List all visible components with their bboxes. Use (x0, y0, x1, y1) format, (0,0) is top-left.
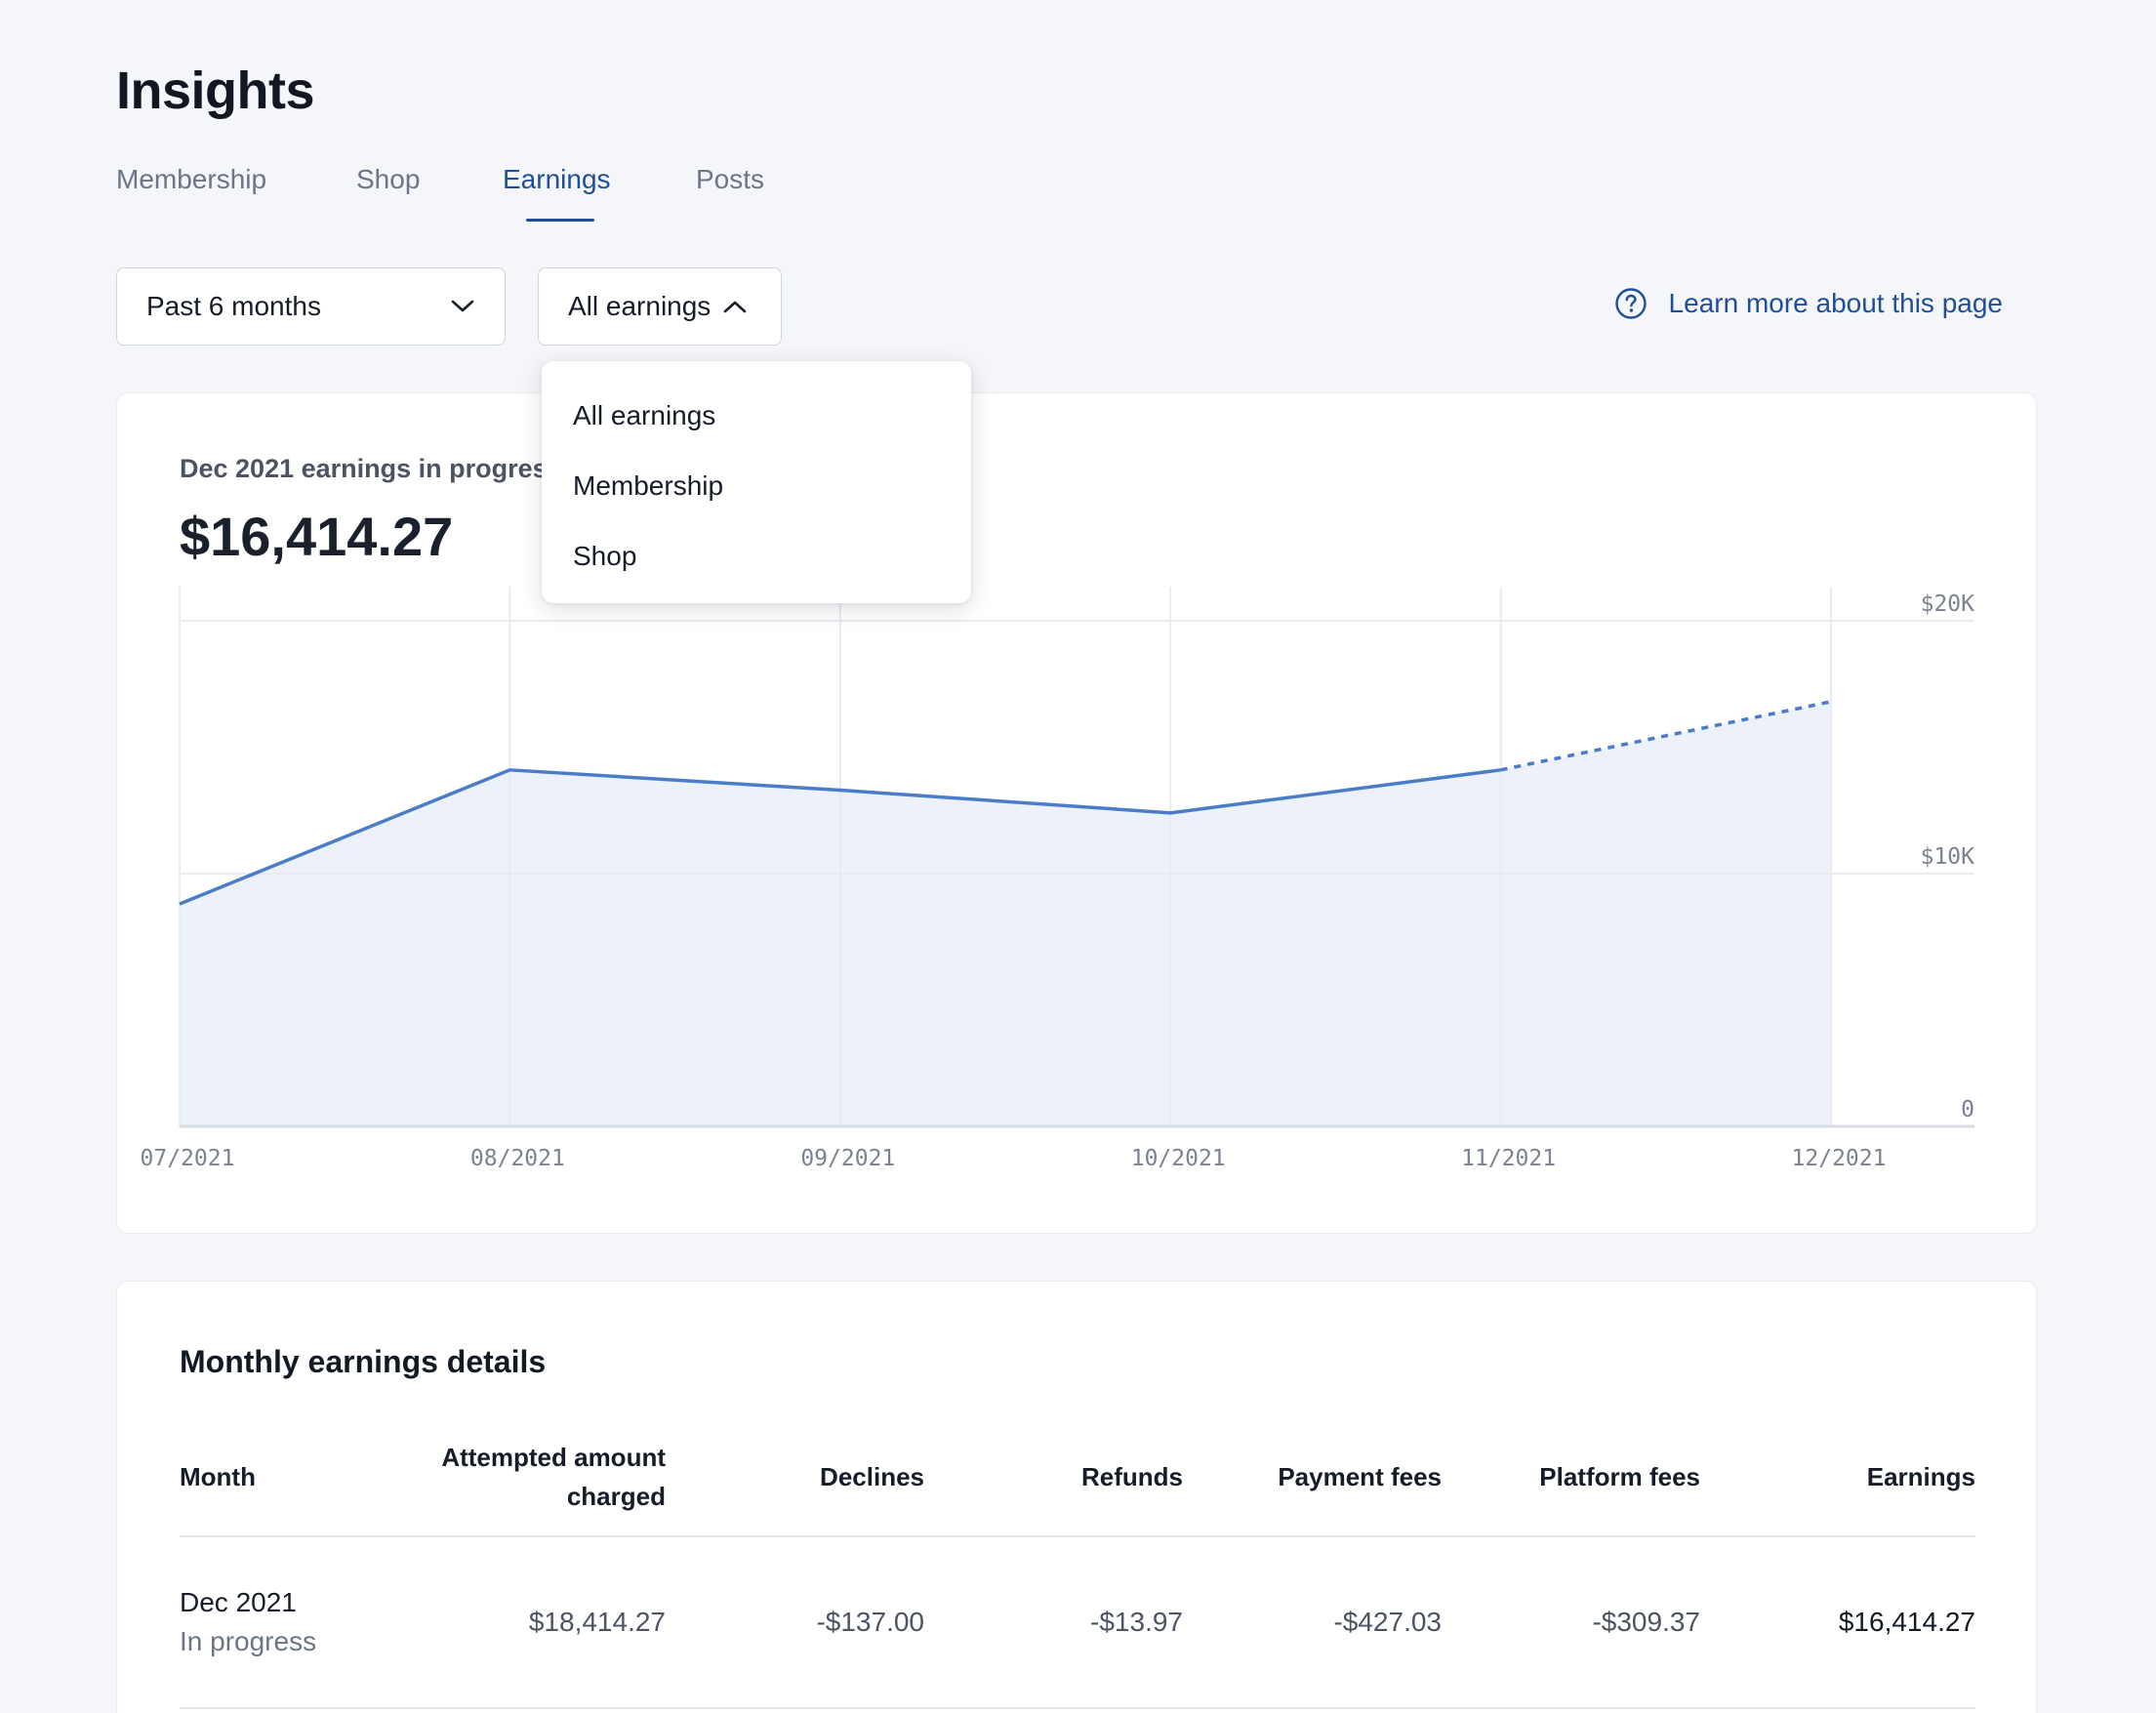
series-line (179, 768, 1501, 906)
table-title: Monthly earnings details (180, 1344, 547, 1379)
earnings-caption: Dec 2021 earnings in progress (180, 454, 562, 483)
column-header-earnings: Earnings (1700, 1438, 1975, 1537)
period-select[interactable]: Past 6 months (116, 267, 506, 346)
cell-declines: -$137.00 (666, 1536, 924, 1709)
y-tick-label: 0 (1961, 1097, 1974, 1122)
tab-membership[interactable]: Membership (116, 164, 267, 194)
y-tick-label: $10K (1921, 844, 1975, 870)
column-header-attempted: Attempted amount charged (404, 1438, 666, 1537)
chart-area (180, 701, 1831, 1126)
earnings-table: Month Attempted amount charged Declines … (180, 1438, 1975, 1709)
page-title: Insights (116, 61, 315, 120)
series-line-projected (1500, 700, 1832, 772)
cell-attempted: $18,414.27 (404, 1536, 666, 1709)
dropdown-option-shop[interactable]: Shop (573, 541, 637, 571)
column-header-declines: Declines (666, 1438, 924, 1537)
cell-earnings: $16,414.27 (1700, 1536, 1975, 1709)
cell-payment-fees: -$427.03 (1183, 1536, 1442, 1709)
tab-shop[interactable]: Shop (356, 164, 421, 194)
table-header-row: Month Attempted amount charged Declines … (180, 1438, 1975, 1537)
tab-earnings[interactable]: Earnings (503, 164, 611, 194)
learn-more-link[interactable]: Learn more about this page (1614, 287, 2003, 320)
x-tick-label: 11/2021 (1461, 1146, 1556, 1171)
active-tab-indicator (526, 219, 594, 222)
month-label: Dec 2021 (180, 1587, 297, 1617)
x-tick-label: 09/2021 (800, 1146, 895, 1171)
x-tick-label: 12/2021 (1792, 1146, 1887, 1171)
earnings-type-select[interactable]: All earnings (538, 267, 782, 346)
x-tick-label: 08/2021 (470, 1146, 565, 1171)
earnings-type-dropdown: All earnings Membership Shop (542, 361, 971, 603)
earnings-type-select-value: All earnings (568, 291, 712, 321)
earnings-amount: $16,414.27 (180, 506, 454, 567)
dropdown-option-membership[interactable]: Membership (573, 470, 724, 501)
monthly-details-card: Monthly earnings details Month Attempted… (116, 1281, 2037, 1713)
column-header-refunds: Refunds (924, 1438, 1183, 1537)
learn-more-label: Learn more about this page (1668, 288, 2003, 318)
chevron-up-icon (722, 299, 748, 314)
x-tick-label: 10/2021 (1131, 1146, 1226, 1171)
cell-refunds: -$13.97 (924, 1536, 1183, 1709)
cell-platform-fees: -$309.37 (1442, 1536, 1700, 1709)
tab-posts[interactable]: Posts (696, 164, 765, 194)
column-header-month: Month (180, 1438, 404, 1537)
period-select-value: Past 6 months (146, 291, 321, 321)
cell-month: Dec 2021 In progress (180, 1536, 404, 1709)
month-status: In progress (180, 1626, 317, 1656)
column-header-platform-fees: Platform fees (1442, 1438, 1700, 1537)
earnings-chart-card: Dec 2021 earnings in progress $16,414.27… (116, 392, 2037, 1234)
earnings-chart: 0 $10K $20K 07/2021 08/2021 09/2021 10/2021 11/… (141, 587, 1975, 1171)
x-tick-label: 07/2021 (141, 1146, 235, 1171)
help-circle-icon (1614, 287, 1648, 320)
dropdown-option-all-earnings[interactable]: All earnings (573, 400, 716, 430)
y-tick-label: $20K (1921, 591, 1975, 617)
column-header-payment-fees: Payment fees (1183, 1438, 1442, 1537)
table-row: Dec 2021 In progress $18,414.27 -$137.00… (180, 1536, 1975, 1709)
chevron-down-icon (450, 299, 475, 314)
